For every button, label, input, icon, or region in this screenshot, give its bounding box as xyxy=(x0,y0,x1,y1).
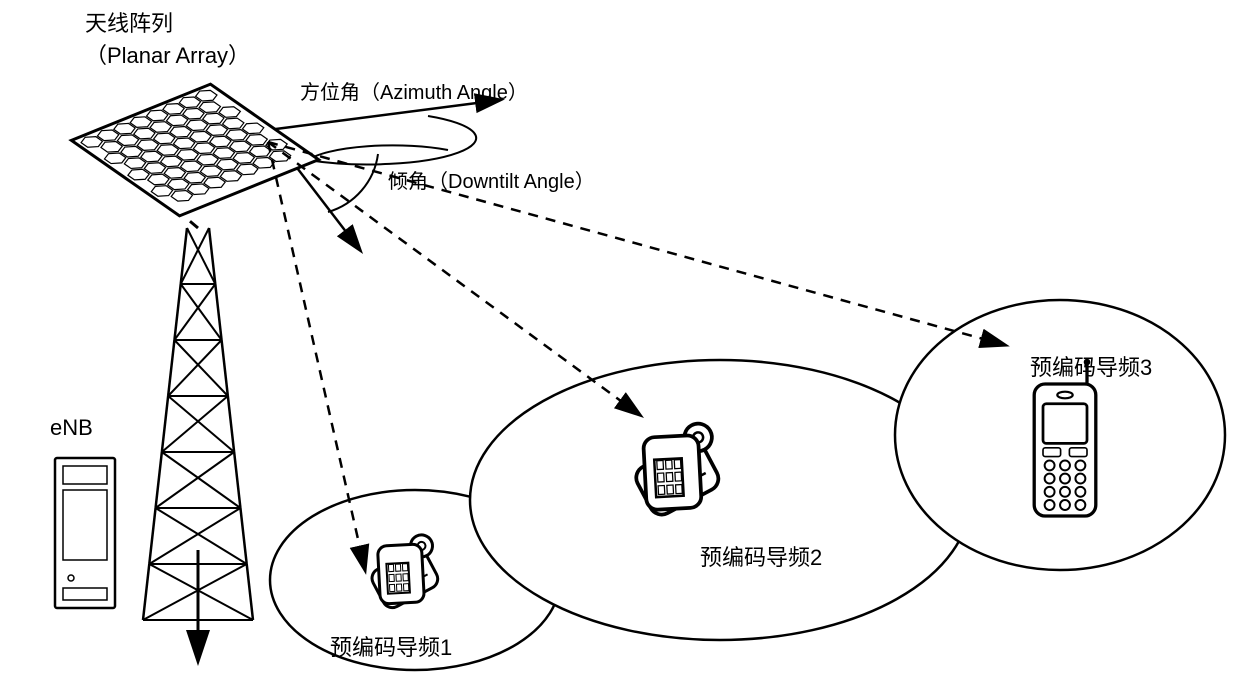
beam3-label: 预编码导频3 xyxy=(1030,350,1152,382)
beam-arrow-3 xyxy=(268,142,1005,345)
enb-label: eNB xyxy=(50,415,93,441)
azimuth-arc2 xyxy=(308,116,476,164)
enb-box xyxy=(55,458,115,608)
downtilt-label: 倾角（Downtilt Angle） xyxy=(388,165,595,194)
beam2-label: 预编码导频2 xyxy=(700,540,822,572)
azimuth-label: 方位角（Azimuth Angle） xyxy=(300,76,528,105)
coverage-ellipse-2 xyxy=(470,360,970,640)
title-line2: （Planar Array） xyxy=(85,38,250,70)
beam1-label: 预编码导频1 xyxy=(330,630,452,662)
title-line1: 天线阵列 xyxy=(85,6,250,38)
